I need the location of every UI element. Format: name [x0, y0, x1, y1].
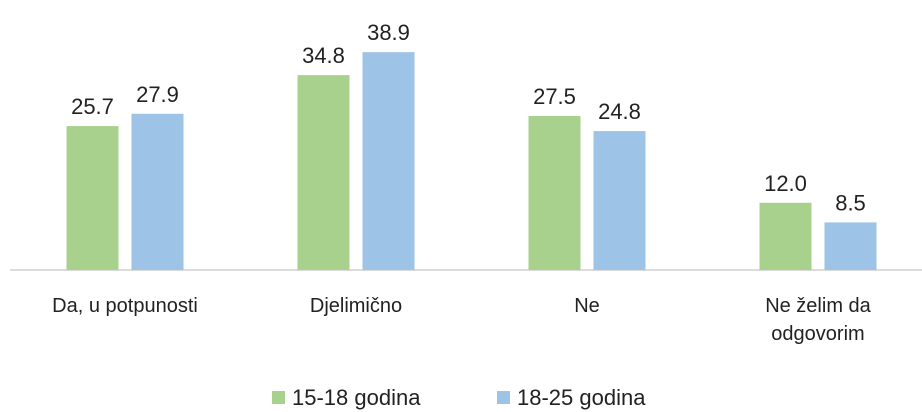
data-label: 12.0 — [764, 171, 807, 196]
bar — [759, 202, 812, 270]
legend-swatch — [272, 391, 285, 404]
x-tick-label: Ne — [574, 295, 600, 317]
bar — [66, 126, 119, 270]
legend-label: 18-25 godina — [517, 385, 646, 410]
x-tick-label: Da, u potpunosti — [52, 295, 198, 317]
bar — [824, 222, 877, 270]
bar — [131, 113, 184, 270]
bar — [593, 131, 646, 270]
bar — [297, 75, 350, 271]
data-label: 8.5 — [835, 190, 866, 215]
data-label: 25.7 — [71, 94, 114, 119]
bar — [528, 116, 581, 270]
legend-swatch — [497, 391, 510, 404]
x-tick-label: Djelimično — [309, 295, 403, 317]
bar — [362, 52, 415, 270]
legend-label: 15-18 godina — [292, 385, 421, 410]
data-label: 34.8 — [302, 43, 345, 68]
data-label: 27.9 — [136, 82, 179, 107]
data-label: 27.5 — [533, 84, 576, 109]
data-label: 24.8 — [598, 99, 641, 124]
x-tick-label: Ne želim da odgovorim — [765, 295, 871, 345]
data-label: 38.9 — [367, 20, 410, 45]
